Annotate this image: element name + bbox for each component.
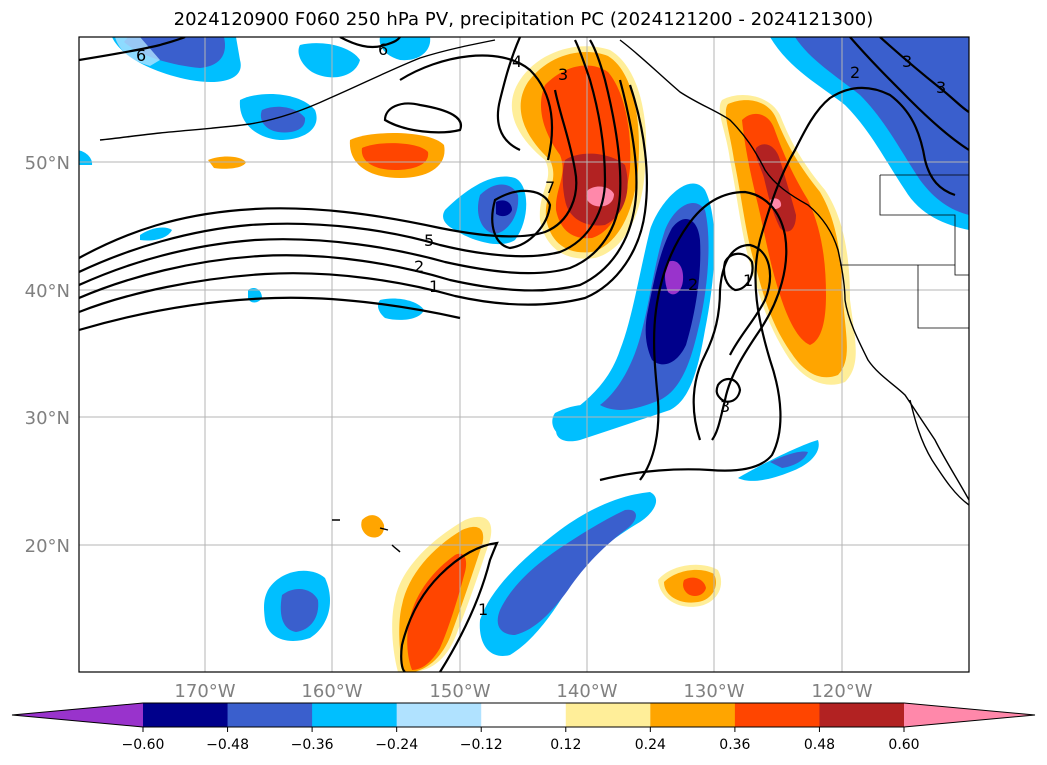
lat-label: 20°N: [25, 536, 70, 557]
colorbar-tick-label: −0.60: [122, 737, 165, 753]
contour-label: 1: [478, 600, 488, 619]
lon-label: 120°W: [811, 681, 872, 702]
colorbar-segment: [734, 703, 820, 727]
lat-label: 30°N: [25, 408, 70, 429]
contour-label: 3: [902, 52, 912, 71]
colorbar-tick-label: 0.12: [550, 737, 581, 753]
lon-label: 160°W: [301, 681, 362, 702]
lon-label: 140°W: [556, 681, 617, 702]
plot-frame: [78, 36, 970, 673]
lat-label: 50°N: [25, 153, 70, 174]
colorbar-tick-label: 0.60: [888, 737, 919, 753]
pv-contours: [79, 37, 969, 672]
contour-label: 4: [512, 52, 522, 71]
contour-label: 6: [136, 46, 146, 65]
colorbar-tick-label: −0.24: [375, 737, 418, 753]
longitude-labels: 170°W 160°W 150°W 140°W 130°W 120°W: [174, 681, 872, 702]
colorbar-segment: [819, 703, 905, 727]
latitude-labels: 50°N 40°N 30°N 20°N: [25, 153, 70, 557]
gridlines: [79, 37, 969, 672]
colorbar-tick-label: −0.12: [460, 737, 503, 753]
borders: [840, 174, 969, 329]
colorbar-tick-label: 0.36: [719, 737, 750, 753]
contour-label: 3: [720, 397, 730, 416]
lon-label: 170°W: [174, 681, 235, 702]
colorbar-segment: [396, 703, 482, 727]
colorbar-segment: [227, 703, 313, 727]
colorbar-segment: [565, 703, 651, 727]
lon-label: 130°W: [683, 681, 744, 702]
contour-label: 1: [429, 277, 439, 296]
colorbar-extend-low: [12, 703, 143, 727]
contour-label: 3: [936, 78, 946, 97]
contour-label: 6: [378, 40, 388, 59]
contour-label: 7: [545, 178, 555, 197]
colorbar-tick-label: 0.48: [804, 737, 835, 753]
colorbar-extend-high: [904, 703, 1035, 727]
colorbar-tick-label: −0.36: [291, 737, 334, 753]
colorbar-tick-label: 0.24: [635, 737, 666, 753]
contour-label: 5: [424, 231, 434, 250]
coastlines: [99, 39, 969, 553]
colorbar-segment: [143, 703, 229, 727]
colorbar-segment: [312, 703, 398, 727]
contour-label: 2: [850, 63, 860, 82]
contour-label: 2: [414, 257, 424, 276]
colorbar-segment: [481, 703, 567, 727]
contour-label: 3: [558, 65, 568, 84]
contour-labels: 6 6 4 3 5 2 1 7 1 2 3 3 2 3 1: [136, 40, 946, 619]
colorbar: −0.60 −0.48 −0.36 −0.24 −0.12 0.12 0.24 0.36 0.4…: [11, 702, 1036, 753]
contour-label: 2: [688, 275, 698, 294]
colorbar-segment: [650, 703, 736, 727]
lon-label: 150°W: [429, 681, 490, 702]
map-title: 2024120900 F060 250 hPa PV, precipitatio…: [173, 9, 874, 30]
lat-label: 40°N: [25, 281, 70, 302]
contour-label: 1: [743, 271, 753, 290]
colorbar-tick-label: −0.48: [206, 737, 249, 753]
